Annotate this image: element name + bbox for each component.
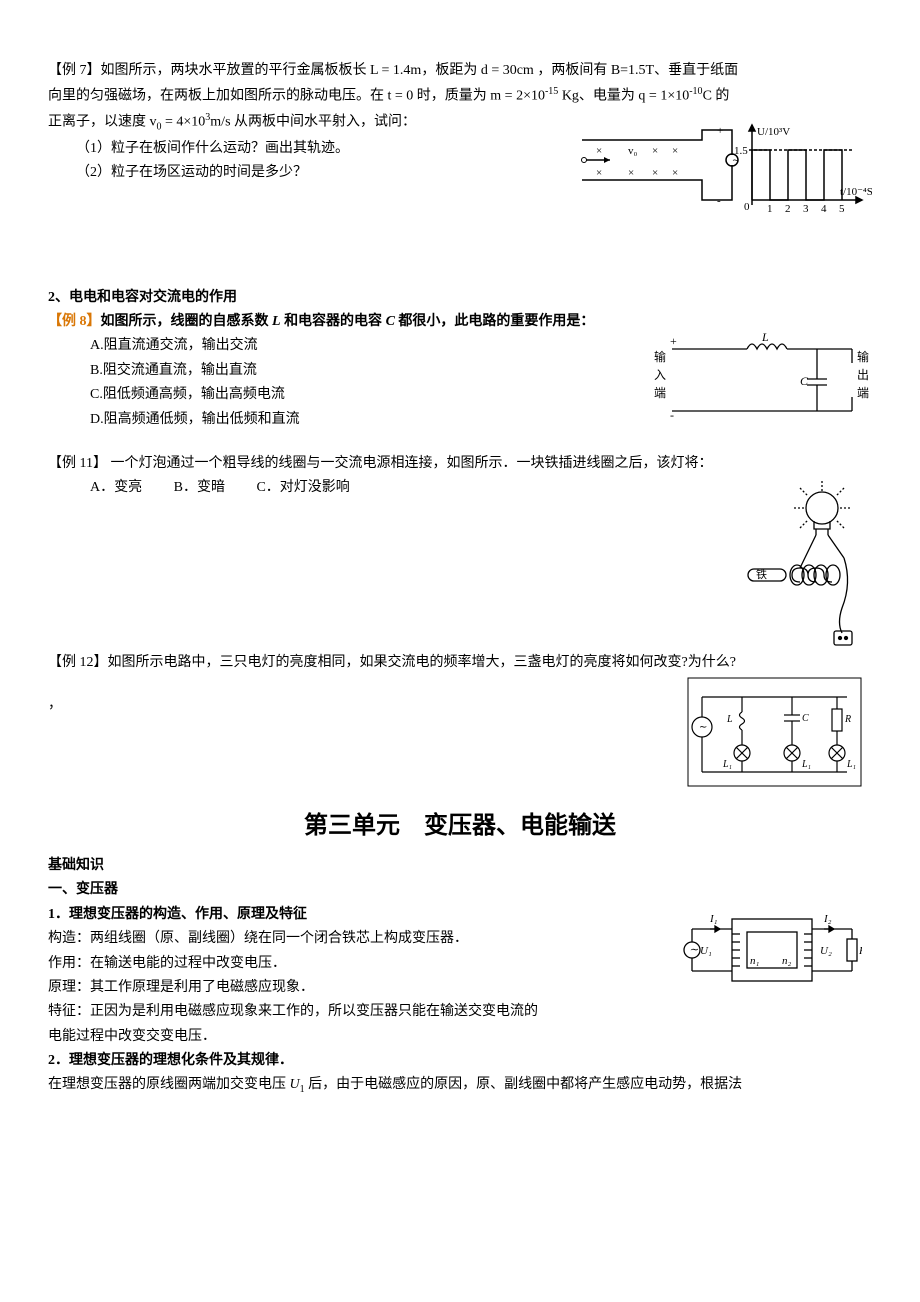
ex12-line1: 【例 12】如图所示电路中，三只电灯的亮度相同，如果交流电的频率增大，三盏电灯的… (48, 652, 872, 674)
ex8-t1b: 和电容器的电容 (281, 314, 386, 329)
svg-text:U/10³V: U/10³V (757, 126, 790, 138)
svg-text:×: × (628, 167, 634, 179)
transformer-figure: ∼ I₁ I₂ U₁ U₂ n₁ n₂ R (682, 904, 862, 999)
ex11-A: A．变亮 (90, 480, 142, 495)
unit3-p6a: 在理想变压器的原线圈两端加交变电压 (48, 1077, 290, 1092)
ex7-t3b: = 4×10 (162, 115, 206, 130)
ex8-C: C (386, 314, 395, 329)
unit3-title: 第三单元 变压器、电能输送 (48, 807, 872, 845)
ex12-label: 【例 12】 (48, 655, 108, 670)
svg-text:t/10⁻⁴S: t/10⁻⁴S (840, 186, 872, 198)
ex8-L: L (272, 314, 281, 329)
unit3-h2: 2．理想变压器的理想化条件及其规律． (48, 1050, 872, 1072)
svg-text:I₂: I₂ (823, 913, 832, 925)
svg-text:2: 2 (785, 203, 791, 215)
svg-text:输: 输 (654, 349, 666, 364)
unit3-p5: 电能过程中改变交变电压． (48, 1026, 872, 1048)
svg-text:×: × (596, 167, 602, 179)
svg-text:1: 1 (767, 203, 773, 215)
ex11-figure: 铁 (742, 473, 862, 648)
ex7-line1: 【例 7】如图所示，两块水平放置的平行金属板板长 L = 1.4m，板距为 d … (48, 60, 872, 82)
svg-text:端: 端 (654, 386, 666, 400)
svg-text:L: L (726, 714, 733, 725)
ex12-figure: ∼ L C R L₁ L₁ L₁ (687, 677, 862, 787)
ex8-t1: 如图所示，线圈的自感系数 (101, 314, 273, 329)
ex7-t2c: -10 (689, 86, 702, 97)
svg-text:L₁: L₁ (801, 759, 811, 770)
svg-text:R: R (844, 714, 851, 725)
unit3-p4: 特征：正因为是利用电磁感应现象来工作的，所以变压器只能在输送交变电流的 (48, 1001, 872, 1023)
svg-text:U₂: U₂ (820, 945, 832, 957)
svg-text:n₁: n₁ (750, 955, 760, 967)
svg-text:端: 端 (857, 386, 869, 400)
svg-text:1.5: 1.5 (734, 145, 748, 157)
ex7-t2a: -15 (545, 86, 558, 97)
svg-text:0: 0 (744, 201, 750, 213)
ex8-figure: 输 入 端 输 出 端 L C + - (652, 331, 872, 421)
svg-text:×: × (672, 167, 678, 179)
svg-text:入: 入 (654, 368, 666, 382)
svg-text:铁: 铁 (756, 568, 767, 581)
ex11-label: 【例 11】 (48, 456, 107, 471)
svg-text:C: C (802, 713, 809, 724)
ex11-B: B．变暗 (174, 480, 225, 495)
svg-text:-: - (670, 408, 674, 421)
ex7-t2b: Kg、电量为 q = 1×10 (558, 89, 689, 104)
svg-text:输: 输 (857, 349, 869, 364)
svg-text:L: L (761, 331, 769, 344)
svg-text:U₁: U₁ (700, 945, 712, 957)
svg-text:+: + (670, 334, 677, 348)
ex7-t2: 向里的匀强磁场，在两板上加如图所示的脉动电压。在 t = 0 时，质量为 m =… (48, 89, 545, 104)
ex7-line2: 向里的匀强磁场，在两板上加如图所示的脉动电压。在 t = 0 时，质量为 m =… (48, 84, 872, 108)
example-12: 【例 12】如图所示电路中，三只电灯的亮度相同，如果交流电的频率增大，三盏电灯的… (48, 652, 872, 674)
ex7-t3: 正离子，以速度 v (48, 115, 157, 130)
ex7-t2d: C 的 (703, 89, 730, 104)
ex8-label: 【例 8】 (48, 314, 101, 329)
svg-text:L₁: L₁ (722, 759, 732, 770)
svg-text:×: × (652, 167, 658, 179)
svg-text:v₀: v₀ (628, 145, 638, 157)
unit3-basics: 基础知识 (48, 855, 872, 877)
svg-text:∼: ∼ (689, 944, 699, 956)
svg-text:I₁: I₁ (709, 913, 718, 925)
unit3-U1: U (290, 1077, 300, 1092)
svg-text:×: × (672, 145, 678, 157)
ex7-t3c: m/s 从两板中间水平射入，试问： (210, 115, 416, 130)
svg-text:+: + (717, 125, 723, 137)
unit3-p6: 在理想变压器的原线圈两端加交变电压 U1 后，由于电磁感应的原因，原、副线圈中都… (48, 1074, 872, 1098)
ex7-label: 【例 7】 (48, 63, 101, 78)
ex11-t1: 一个灯泡通过一个粗导线的线圈与一交流电源相连接，如图所示．一块铁插进线圈之后，该… (107, 456, 713, 471)
transformer-block: 1．理想变压器的构造、作用、原理及特征 构造：两组线圈（原、副线圈）绕在同一个闭… (48, 904, 872, 1048)
unit3-p6b: 后，由于电磁感应的原因，原、副线圈中都将产生感应电动势，根据法 (305, 1077, 743, 1092)
example-11: 【例 11】 一个灯泡通过一个粗导线的线圈与一交流电源相连接，如图所示．一块铁插… (48, 453, 872, 500)
svg-text:4: 4 (821, 203, 827, 215)
ex12-t1: 如图所示电路中，三只电灯的亮度相同，如果交流电的频率增大，三盏电灯的亮度将如何改… (108, 655, 736, 670)
svg-text:∼: ∼ (699, 722, 707, 733)
example-7: 【例 7】如图所示，两块水平放置的平行金属板板长 L = 1.4m，板距为 d … (48, 60, 872, 185)
svg-text:n₂: n₂ (782, 955, 792, 967)
ex11-C: C．对灯没影响 (256, 480, 349, 495)
ex7-t1: 如图所示，两块水平放置的平行金属板板长 L = 1.4m，板距为 d = 30c… (101, 63, 739, 78)
section2-title: 2、电电和电容对交流电的作用 (48, 287, 872, 309)
svg-text:出: 出 (857, 368, 869, 382)
svg-text:R: R (858, 945, 862, 957)
unit3-s1: 一、变压器 (48, 879, 872, 901)
svg-text:L₁: L₁ (846, 759, 856, 770)
svg-text:×: × (596, 145, 602, 157)
svg-text:5: 5 (839, 203, 845, 215)
ex7-figure: ×v₀×× ×××× + - ∼ (572, 120, 872, 220)
example-8: 【例 8】如图所示，线圈的自感系数 L 和电容器的电容 C 都很小，此电路的重要… (48, 311, 872, 431)
svg-text:C: C (800, 374, 809, 388)
svg-text:×: × (652, 145, 658, 157)
svg-text:-: - (717, 195, 721, 207)
ex8-t1c: 都很小，此电路的重要作用是： (395, 314, 595, 329)
svg-text:3: 3 (803, 203, 809, 215)
